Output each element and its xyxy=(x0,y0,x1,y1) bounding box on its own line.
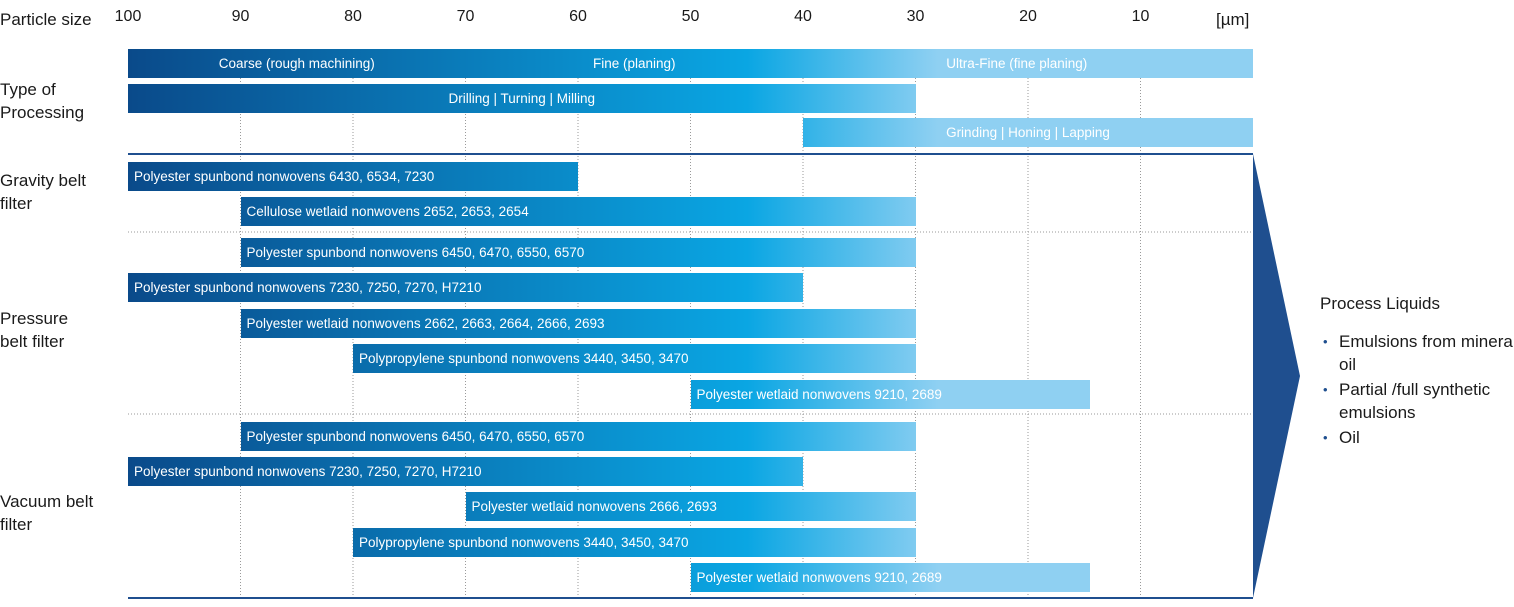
bar: Polyester wetlaid nonwovens 2666, 2693 xyxy=(465,492,916,521)
x-tick-label: 30 xyxy=(906,8,925,25)
group-label-pressure: Pressure belt filter xyxy=(0,309,69,351)
bar: Polypropylene spunbond nonwovens 3440, 3… xyxy=(353,528,916,557)
side-item-emulsions-mineral: Emulsions from mineral oil xyxy=(1320,330,1514,376)
bar: Polyester spunbond nonwovens 7230, 7250,… xyxy=(128,273,803,302)
bar: Polyester wetlaid nonwovens 9210, 2689 xyxy=(690,563,1090,592)
bar: Grinding | Honing | Lapping xyxy=(803,118,1253,147)
bar-label: Polyester wetlaid nonwovens 2666, 2693 xyxy=(471,499,717,514)
side-item-synthetic-emulsions: Partial /full synthetic emulsions xyxy=(1320,378,1514,424)
bar: Polyester spunbond nonwovens 6430, 6534,… xyxy=(128,162,578,191)
side-panel-list: Emulsions from mineral oil Partial /full… xyxy=(1320,330,1514,449)
bar: Cellulose wetlaid nonwovens 2652, 2653, … xyxy=(240,197,916,226)
bar-label: Polyester wetlaid nonwovens 9210, 2689 xyxy=(696,387,942,402)
process-arrow-shape xyxy=(1253,154,1300,598)
side-item-oil: Oil xyxy=(1320,426,1514,449)
bar-label: Grinding | Honing | Lapping xyxy=(946,125,1110,140)
bar: Polyester spunbond nonwovens 6450, 6470,… xyxy=(240,238,916,267)
side-panel-title: Process Liquids xyxy=(1320,294,1441,313)
processing-band-label: Ultra-Fine (fine planing) xyxy=(946,56,1088,71)
x-tick-label: 80 xyxy=(344,8,362,25)
bar-label: Cellulose wetlaid nonwovens 2652, 2653, … xyxy=(246,204,529,219)
grid-lines xyxy=(128,78,1253,599)
x-tick-label: 60 xyxy=(569,8,587,25)
bar-label: Drilling | Turning | Milling xyxy=(448,91,596,106)
bar: Polyester spunbond nonwovens 6450, 6470,… xyxy=(240,422,916,451)
bar-label: Polyester spunbond nonwovens 6430, 6534,… xyxy=(134,169,435,184)
bar-label: Polypropylene spunbond nonwovens 3440, 3… xyxy=(359,351,689,366)
bar-label: Polyester wetlaid nonwovens 9210, 2689 xyxy=(696,570,942,585)
bar-label: Polyester spunbond nonwovens 7230, 7250,… xyxy=(134,464,482,479)
group-label-vacuum: Vacuum belt filter xyxy=(0,492,94,534)
processing-band-label: Coarse (rough machining) xyxy=(218,56,375,71)
bar-label: Polyester spunbond nonwovens 6450, 6470,… xyxy=(246,429,585,444)
x-tick-label: 20 xyxy=(1019,8,1037,25)
x-tick-label: 70 xyxy=(456,8,475,25)
group-label-gravity: Gravity belt filter xyxy=(0,171,86,213)
bar: Drilling | Turning | Milling xyxy=(128,84,916,113)
bar: Polypropylene spunbond nonwovens 3440, 3… xyxy=(353,344,916,373)
x-axis-label: Particle size xyxy=(0,10,92,29)
bar-label: Polyester spunbond nonwovens 7230, 7250,… xyxy=(134,280,482,295)
processing-band xyxy=(128,49,1253,78)
processing-band-label: Fine (planing) xyxy=(592,56,676,71)
x-tick-label: 40 xyxy=(794,8,812,25)
bar: Polyester spunbond nonwovens 7230, 7250,… xyxy=(128,457,803,486)
x-tick-label: 90 xyxy=(231,8,250,25)
bar-label: Polypropylene spunbond nonwovens 3440, 3… xyxy=(359,535,689,550)
bar-label: Polyester spunbond nonwovens 6450, 6470,… xyxy=(246,245,585,260)
processing-label: Type of Processing xyxy=(0,80,85,122)
x-unit-label: [µm] xyxy=(1216,10,1250,29)
bar: Polyester wetlaid nonwovens 2662, 2663, … xyxy=(240,309,916,338)
x-tick-label: 10 xyxy=(1131,8,1150,25)
bar-label: Polyester wetlaid nonwovens 2662, 2663, … xyxy=(246,316,605,331)
bar: Polyester wetlaid nonwovens 9210, 2689 xyxy=(690,380,1090,409)
x-tick-label: 100 xyxy=(114,8,142,25)
x-tick-label: 50 xyxy=(681,8,700,25)
